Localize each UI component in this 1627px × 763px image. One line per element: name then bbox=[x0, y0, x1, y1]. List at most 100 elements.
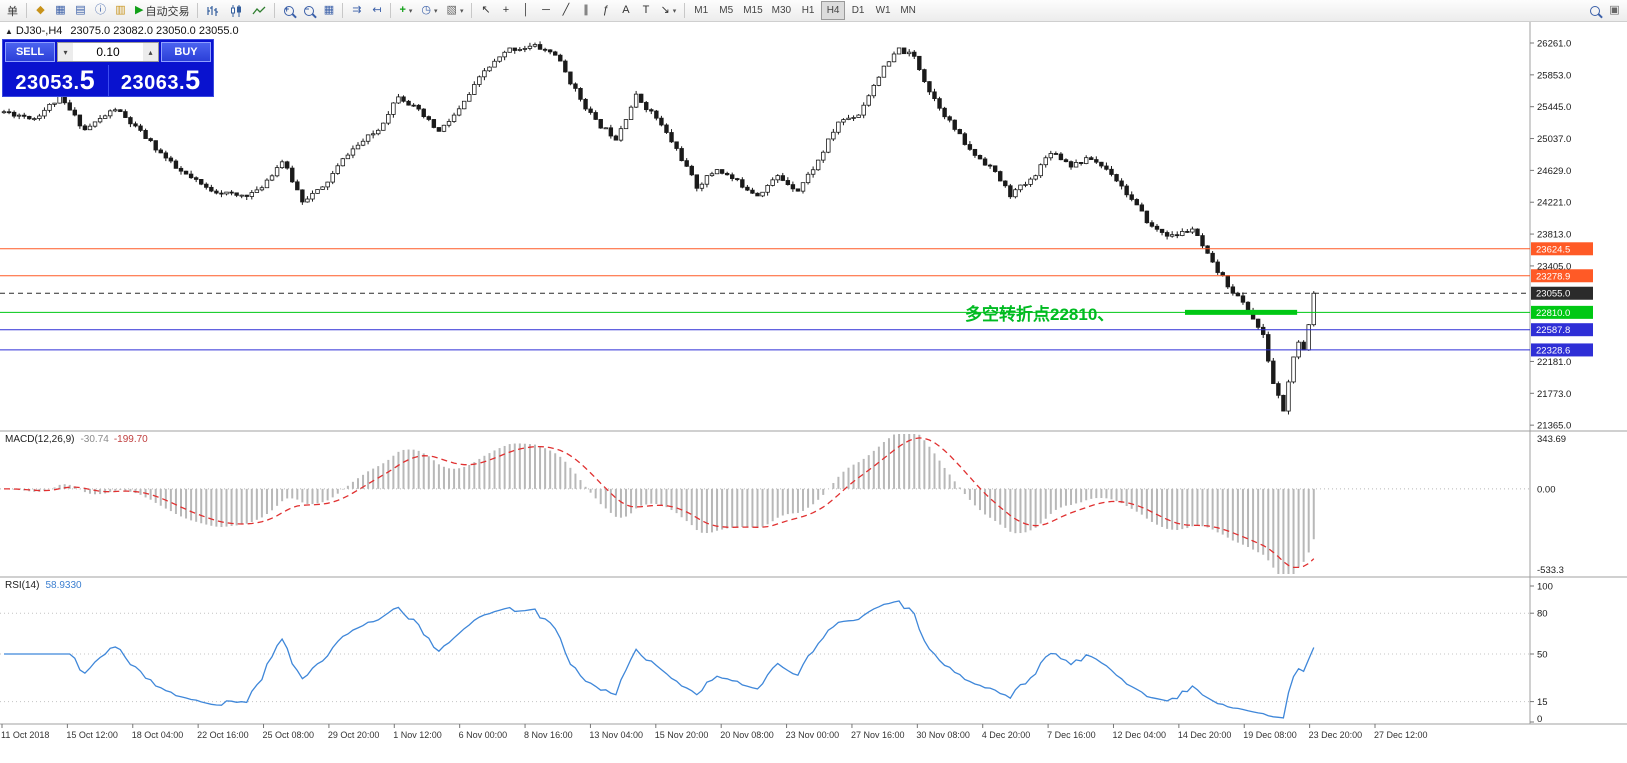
svg-text:24629.0: 24629.0 bbox=[1537, 166, 1571, 177]
price-tag bbox=[1531, 323, 1593, 337]
label-tool-button[interactable]: T bbox=[636, 1, 655, 20]
svg-text:50: 50 bbox=[1537, 650, 1548, 661]
timeframe-m30-button[interactable]: M30 bbox=[768, 1, 795, 20]
svg-text:22328.6: 22328.6 bbox=[1536, 345, 1570, 356]
caret-down-icon: ▾ bbox=[408, 7, 413, 15]
sell-price[interactable]: 23053.5 bbox=[3, 65, 108, 96]
timeframe-m15-button[interactable]: M15 bbox=[739, 1, 766, 20]
volume-input[interactable] bbox=[73, 43, 143, 61]
tile-windows-button[interactable]: ▦ bbox=[319, 1, 338, 20]
one-click-trading-panel: SELL ▾ ▴ BUY 23053.5 23063.5 bbox=[2, 39, 214, 97]
chart-shift-icon: ↤ bbox=[372, 4, 382, 16]
svg-text:23055.0: 23055.0 bbox=[1536, 289, 1570, 300]
autotrading-label: 自动交易 bbox=[145, 5, 190, 18]
volume-up-button[interactable]: ▴ bbox=[143, 43, 158, 61]
svg-text:15 Oct 12:00: 15 Oct 12:00 bbox=[66, 730, 118, 740]
macd-label: MACD(12,26,9) -30.74 -199.70 bbox=[5, 434, 148, 445]
cursor-button[interactable]: ↖ bbox=[476, 1, 495, 20]
sell-price-main: 23053. bbox=[15, 71, 80, 94]
svg-text:12 Dec 04:00: 12 Dec 04:00 bbox=[1112, 730, 1166, 740]
text-tool-button[interactable]: A bbox=[616, 1, 635, 20]
crosshair-button[interactable]: + bbox=[496, 1, 515, 20]
macd-main-value: -30.74 bbox=[80, 434, 109, 445]
search-button[interactable] bbox=[1585, 1, 1604, 20]
template-button[interactable]: ▧ ▾ bbox=[443, 1, 468, 20]
timeframe-mn-button[interactable]: MN bbox=[896, 1, 920, 20]
volume-down-button[interactable]: ▾ bbox=[58, 43, 73, 61]
timeframe-h1-button[interactable]: H1 bbox=[796, 1, 820, 20]
toolbar: 单 ◆ ▦ ▤ ⓘ ▥ ▶ 自动交易 + − ▦ ⇉ ↤ + ▾ ◷ ▾ ▧ ▾ ↖ bbox=[0, 0, 1627, 22]
chart-shift-button[interactable]: ↤ bbox=[367, 1, 386, 20]
symbol-label: DJ30-,H4 bbox=[15, 25, 63, 37]
svg-text:1 Nov 12:00: 1 Nov 12:00 bbox=[393, 730, 442, 740]
line-chart-button[interactable] bbox=[248, 1, 270, 20]
fibonacci-button[interactable]: ƒ bbox=[596, 1, 615, 20]
periods-button[interactable]: ◷ ▾ bbox=[417, 1, 441, 20]
objects-list-icon: ▣ bbox=[1609, 4, 1620, 16]
separator bbox=[684, 3, 686, 18]
buy-button[interactable]: BUY bbox=[161, 42, 211, 62]
terminal-button[interactable]: ▥ bbox=[111, 1, 130, 20]
sell-button[interactable]: SELL bbox=[5, 42, 55, 62]
candlestick-button[interactable] bbox=[225, 1, 247, 20]
svg-text:22587.8: 22587.8 bbox=[1536, 325, 1570, 336]
objects-list-button[interactable]: ▣ bbox=[1605, 1, 1624, 20]
timeframe-m1-button[interactable]: M1 bbox=[689, 1, 713, 20]
svg-text:25 Oct 08:00: 25 Oct 08:00 bbox=[263, 730, 315, 740]
svg-text:6 Nov 00:00: 6 Nov 00:00 bbox=[459, 730, 508, 740]
terminal-icon: ▥ bbox=[115, 4, 126, 16]
price-tag bbox=[1531, 269, 1593, 283]
svg-text:24221.0: 24221.0 bbox=[1537, 198, 1571, 209]
sell-price-big-digit: 5 bbox=[79, 64, 96, 95]
timeframe-d1-button[interactable]: D1 bbox=[846, 1, 870, 20]
timeframe-w1-button[interactable]: W1 bbox=[871, 1, 895, 20]
tile-windows-icon: ▦ bbox=[323, 4, 335, 16]
separator bbox=[26, 3, 27, 18]
svg-text:8 Nov 16:00: 8 Nov 16:00 bbox=[524, 730, 573, 740]
indicators-button[interactable]: + ▾ bbox=[395, 1, 416, 20]
trendline-button[interactable]: ╱ bbox=[556, 1, 575, 20]
svg-text:0: 0 bbox=[1537, 714, 1542, 725]
macd-name: MACD(12,26,9) bbox=[5, 434, 75, 445]
macd-signal-value: -199.70 bbox=[113, 434, 148, 445]
svg-text:15 Nov 20:00: 15 Nov 20:00 bbox=[655, 730, 709, 740]
auto-scroll-button[interactable]: ⇉ bbox=[347, 1, 366, 20]
zoom-in-button[interactable]: + bbox=[279, 1, 298, 20]
chart-title: ▲ DJ30-,H4 23075.0 23082.0 23050.0 23055.0 bbox=[5, 25, 239, 37]
price-tag bbox=[1531, 343, 1593, 357]
svg-text:18 Oct 04:00: 18 Oct 04:00 bbox=[132, 730, 184, 740]
channel-button[interactable]: ∥ bbox=[576, 1, 595, 20]
bar-chart-button[interactable] bbox=[202, 1, 224, 20]
svg-text:14 Dec 20:00: 14 Dec 20:00 bbox=[1178, 730, 1232, 740]
autotrading-button[interactable]: ▶ 自动交易 bbox=[131, 1, 193, 20]
play-icon: ▶ bbox=[135, 4, 144, 16]
svg-text:23 Dec 20:00: 23 Dec 20:00 bbox=[1309, 730, 1363, 740]
vertical-line-button[interactable]: │ bbox=[516, 1, 535, 20]
buy-price[interactable]: 23063.5 bbox=[107, 64, 214, 96]
horizontal-line-button[interactable]: ─ bbox=[536, 1, 555, 20]
timeframe-m5-button[interactable]: M5 bbox=[714, 1, 738, 20]
candlestick-icon bbox=[231, 4, 242, 17]
bar-chart-icon bbox=[207, 5, 219, 16]
svg-text:343.69: 343.69 bbox=[1537, 434, 1566, 445]
new-order-button[interactable]: 单 bbox=[3, 1, 22, 20]
template-icon: ▧ bbox=[446, 4, 457, 16]
timeframe-h4-button[interactable]: H4 bbox=[821, 1, 846, 20]
add-indicator-icon: + bbox=[399, 4, 406, 16]
search-icon bbox=[1589, 5, 1600, 16]
svg-text:15: 15 bbox=[1537, 697, 1548, 708]
annotation-text[interactable]: 多空转折点22810、 bbox=[965, 305, 1115, 324]
label-tool-icon: T bbox=[642, 4, 650, 16]
info-button[interactable]: ⓘ bbox=[91, 1, 110, 20]
svg-text:21773.0: 21773.0 bbox=[1537, 389, 1571, 400]
arrow-tools-button[interactable]: ↘ ▾ bbox=[656, 1, 680, 20]
svg-text:80: 80 bbox=[1537, 609, 1548, 620]
data-window-button[interactable]: ▦ bbox=[51, 1, 70, 20]
support-segment[interactable] bbox=[1184, 309, 1298, 315]
separator bbox=[471, 3, 473, 18]
market-watch-button[interactable]: ◆ bbox=[31, 1, 50, 20]
navigator-button[interactable]: ▤ bbox=[71, 1, 90, 20]
zoom-out-button[interactable]: − bbox=[299, 1, 318, 20]
